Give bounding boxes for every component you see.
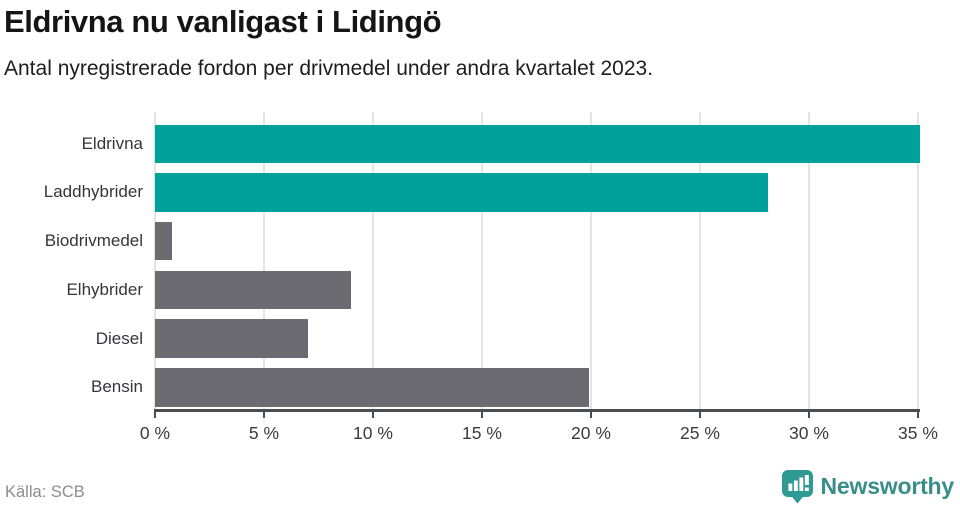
bar-bensin — [155, 368, 589, 407]
source-label: Källa: SCB — [5, 483, 85, 501]
bar-eldrivna — [155, 124, 921, 163]
x-axis-tick-25 — [699, 411, 701, 418]
gridline-10 — [372, 112, 374, 410]
gridline-20 — [590, 112, 592, 410]
chart-subtitle: Antal nyregistrerade fordon per drivmede… — [4, 57, 654, 80]
x-axis-tick-5 — [263, 411, 265, 418]
x-axis-tick-0 — [154, 411, 156, 418]
gridline-5 — [263, 112, 265, 410]
gridline-30 — [808, 112, 810, 410]
x-axis-tick-label-5: 5 % — [248, 423, 280, 443]
newsworthy-logo: Newsworthy — [781, 469, 954, 504]
x-axis-tick-35 — [917, 411, 919, 418]
gridline-15 — [481, 112, 483, 410]
bar-elhybrider — [155, 270, 352, 310]
gridline-35 — [917, 112, 919, 410]
x-axis-tick-20 — [590, 411, 592, 418]
x-axis-tick-label-10: 10 % — [353, 423, 393, 443]
category-label-biodrivmedel: Biodrivmedel — [44, 231, 143, 251]
x-axis-tick-label-15: 15 % — [462, 423, 502, 443]
bar-diesel — [155, 319, 308, 358]
bar-biodrivmedel — [155, 221, 173, 261]
newsworthy-speech-bubble-chart-icon — [781, 470, 813, 504]
x-axis-tick-15 — [481, 411, 483, 418]
category-label-bensin: Bensin — [91, 377, 143, 397]
category-label-eldrivna: Eldrivna — [81, 133, 143, 153]
newsworthy-logo-text: Newsworthy — [820, 473, 955, 499]
x-axis-tick-label-25: 25 % — [680, 423, 720, 443]
category-label-diesel: Diesel — [95, 328, 143, 348]
category-label-elhybrider: Elhybrider — [66, 279, 143, 299]
x-axis-tick-label-20: 20 % — [571, 423, 611, 443]
x-axis-tick-label-0: 0 % — [139, 423, 171, 443]
x-axis-tick-label-35: 35 % — [898, 423, 938, 443]
category-label-laddhybrider: Laddhybrider — [43, 182, 143, 202]
x-axis-line — [154, 408, 920, 412]
chart-title: Eldrivna nu vanligast i Lidingö — [4, 4, 442, 39]
gridline-25 — [699, 112, 701, 410]
x-axis-tick-label-30: 30 % — [789, 423, 829, 443]
x-axis-tick-10 — [372, 411, 374, 418]
gridline-0 — [154, 112, 156, 410]
x-axis-tick-30 — [808, 411, 810, 418]
bar-chart-plot: Eldrivna Laddhybrider Biodrivmedel Elhybrid… — [43, 112, 938, 443]
bar-laddhybrider — [155, 173, 768, 212]
